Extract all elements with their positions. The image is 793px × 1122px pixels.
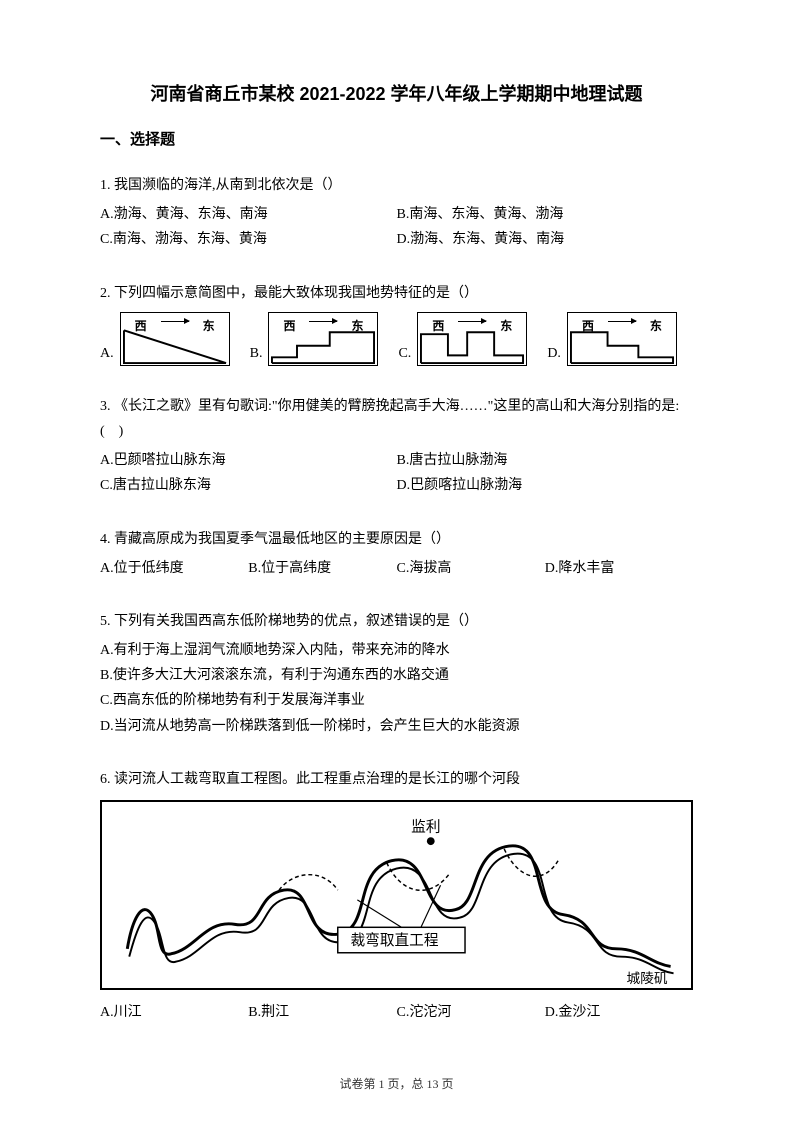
q2-c-shape [418,313,526,365]
page-footer: 试卷第 1 页，总 13 页 [0,1075,793,1092]
q2-letter-c: C. [398,341,411,366]
q2-item-d: D. 西 东 [547,312,677,366]
q4-opt-b: B.位于高纬度 [248,556,396,581]
q4-opt-a: A.位于低纬度 [100,556,248,581]
q6-opt-d: D.金沙江 [545,1000,693,1025]
q2-d-shape [568,313,676,365]
q2-a-shape [121,313,229,365]
q1-opt-b: B.南海、东海、黄海、渤海 [397,202,694,227]
q6-opt-c: C.沱沱河 [397,1000,545,1025]
q1-opt-a: A.渤海、黄海、东海、南海 [100,202,397,227]
q2-letter-a: A. [100,341,114,366]
q5-options: A.有利于海上湿润气流顺地势深入内陆，带来充沛的降水 B.使许多大江大河滚滚东流… [100,638,693,739]
q2-diagram-d: 西 东 [567,312,677,366]
q1-options: A.渤海、黄海、东海、南海 B.南海、东海、黄海、渤海 C.南海、渤海、东海、黄… [100,202,693,252]
q2-item-b: B. 西 东 [250,312,379,366]
q1-opt-d: D.渤海、东海、黄海、南海 [397,227,694,252]
question-3: 3. 《长江之歌》里有句歌词:"你用健美的臂膀挽起高手大海……"这里的高山和大海… [100,394,693,499]
q6-opt-b: B.荆江 [248,1000,396,1025]
q6-map-svg: 监利 裁弯取直工程 城陵矶 [102,802,691,988]
question-1: 1. 我国濒临的海洋,从南到北依次是（） A.渤海、黄海、东海、南海 B.南海、… [100,173,693,253]
q6-figure: 监利 裁弯取直工程 城陵矶 [100,800,693,990]
question-4: 4. 青藏高原成为我国夏季气温最低地区的主要原因是（） A.位于低纬度 B.位于… [100,527,693,581]
q6-label-chenglingji: 城陵矶 [627,971,668,986]
q3-opt-d: D.巴颜喀拉山脉渤海 [397,473,694,498]
q6-stem: 6. 读河流人工裁弯取直工程图。此工程重点治理的是长江的哪个河段 [100,767,693,792]
q5-opt-a: A.有利于海上湿润气流顺地势深入内陆，带来充沛的降水 [100,638,693,663]
q3-opt-a: A.巴颜嗒拉山脉东海 [100,448,397,473]
q5-opt-d: D.当河流从地势高一阶梯跌落到低一阶梯时，会产生巨大的水能资源 [100,714,693,739]
q2-letter-d: D. [547,341,561,366]
question-5: 5. 下列有关我国西高东低阶梯地势的优点，叙述错误的是（） A.有利于海上湿润气… [100,609,693,739]
q3-options: A.巴颜嗒拉山脉东海 B.唐古拉山脉渤海 C.唐古拉山脉东海 D.巴颜喀拉山脉渤… [100,448,693,498]
q2-diagram-b: 西 东 [268,312,378,366]
q4-stem: 4. 青藏高原成为我国夏季气温最低地区的主要原因是（） [100,527,693,552]
q4-opt-c: C.海拔高 [397,556,545,581]
q6-opt-a: A.川江 [100,1000,248,1025]
q2-item-c: C. 西 东 [398,312,527,366]
page-title: 河南省商丘市某校 2021-2022 学年八年级上学期期中地理试题 [100,80,693,106]
q6-label-project: 裁弯取直工程 [350,932,438,949]
question-6: 6. 读河流人工裁弯取直工程图。此工程重点治理的是长江的哪个河段 监利 裁弯取直… [100,767,693,1025]
q3-stem: 3. 《长江之歌》里有句歌词:"你用健美的臂膀挽起高手大海……"这里的高山和大海… [100,394,693,444]
q5-stem: 5. 下列有关我国西高东低阶梯地势的优点，叙述错误的是（） [100,609,693,634]
q2-diagram-a: 西 东 [120,312,230,366]
q3-opt-b: B.唐古拉山脉渤海 [397,448,694,473]
q2-b-shape [269,313,377,365]
q6-label-jianli: 监利 [411,818,440,835]
q1-stem: 1. 我国濒临的海洋,从南到北依次是（） [100,173,693,198]
q2-letter-b: B. [250,341,263,366]
q4-opt-d: D.降水丰富 [545,556,693,581]
question-2: 2. 下列四幅示意简图中，最能大致体现我国地势特征的是（） A. 西 东 B. … [100,281,693,366]
q5-opt-b: B.使许多大江大河滚滚东流，有利于沟通东西的水路交通 [100,663,693,688]
section-heading: 一、选择题 [100,128,693,149]
q5-opt-c: C.西高东低的阶梯地势有利于发展海洋事业 [100,688,693,713]
q3-opt-c: C.唐古拉山脉东海 [100,473,397,498]
q6-options: A.川江 B.荆江 C.沱沱河 D.金沙江 [100,1000,693,1025]
q4-options: A.位于低纬度 B.位于高纬度 C.海拔高 D.降水丰富 [100,556,693,581]
q2-diagrams: A. 西 东 B. 西 东 C. [100,312,693,366]
q2-diagram-c: 西 东 [417,312,527,366]
q1-opt-c: C.南海、渤海、东海、黄海 [100,227,397,252]
q2-item-a: A. 西 东 [100,312,230,366]
q2-stem: 2. 下列四幅示意简图中，最能大致体现我国地势特征的是（） [100,281,693,306]
